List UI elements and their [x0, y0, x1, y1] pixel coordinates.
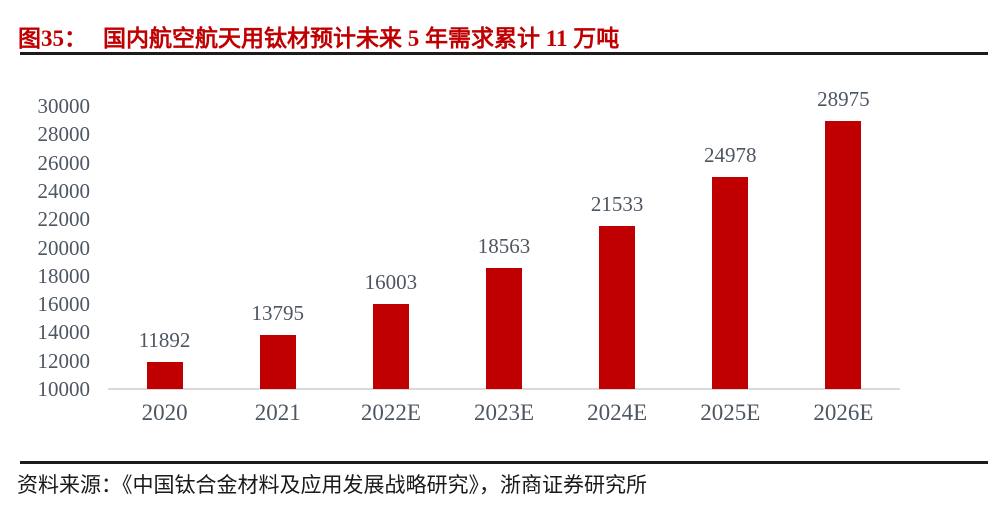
bar-value-label: 18563 [477, 233, 531, 258]
bar-value-label: 24978 [704, 143, 757, 168]
source-note: 资料来源：《中国钛合金材料及应用发展战略研究》，浙商证券研究所 [17, 473, 647, 497]
y-axis: 30000 28000 26000 24000 22000 20000 18000 16000… [0, 95, 91, 400]
y-axis-tick-label: 30000 [37, 94, 91, 118]
x-axis-baseline [108, 388, 900, 390]
bar-value-label: 13795 [251, 301, 304, 326]
x-axis-category-label: 2024E [587, 400, 648, 425]
bar [486, 267, 522, 389]
figure-number-label: 图35： [18, 26, 87, 51]
y-axis-tick-label: 20000 [37, 235, 91, 260]
x-axis-category-label: 2021 [254, 400, 301, 425]
bar-chart: 30000 28000 26000 24000 22000 20000 18000 16000… [0, 88, 900, 424]
y-axis-tick-label: 28000 [37, 122, 91, 147]
source-divider-line [20, 461, 988, 464]
bar [259, 335, 296, 389]
plot-area: 11892 2020 13795 2021 16003 2022E 18563 2023E 21… [108, 88, 900, 424]
bar [712, 177, 749, 389]
y-axis-tick-label: 16000 [37, 292, 91, 317]
x-axis-category-label: 2025E [700, 400, 761, 425]
figure-title: 图35： 国内航空航天用钛材预计未来 5 年需求累计 11 万吨 [18, 19, 619, 53]
bar [146, 362, 183, 389]
bar [825, 120, 862, 389]
x-axis-category-label: 2022E [360, 400, 421, 425]
bar [599, 225, 636, 389]
figure-title-text: 国内航空航天用钛材预计未来 5 年需求累计 11 万吨 [103, 26, 620, 51]
y-axis-tick-label: 12000 [37, 348, 91, 373]
bar-value-label: 28975 [817, 86, 870, 111]
bar-value-label: 16003 [364, 270, 418, 295]
bar-value-label: 21533 [590, 191, 644, 216]
y-axis-tick-label: 24000 [37, 178, 91, 203]
y-axis-tick-label: 26000 [37, 150, 91, 175]
y-axis-tick-label: 10000 [37, 377, 91, 401]
bar [372, 304, 409, 389]
bar-value-label: 11892 [138, 328, 191, 353]
x-axis-category-label: 2026E [813, 400, 874, 425]
x-axis-category-label: 2020 [141, 400, 188, 425]
x-axis-category-label: 2023E [473, 400, 535, 425]
title-divider-line [20, 52, 988, 55]
y-axis-tick-label: 22000 [37, 207, 91, 232]
y-axis-tick-label: 18000 [37, 263, 91, 288]
y-axis-tick-label: 14000 [37, 320, 91, 345]
